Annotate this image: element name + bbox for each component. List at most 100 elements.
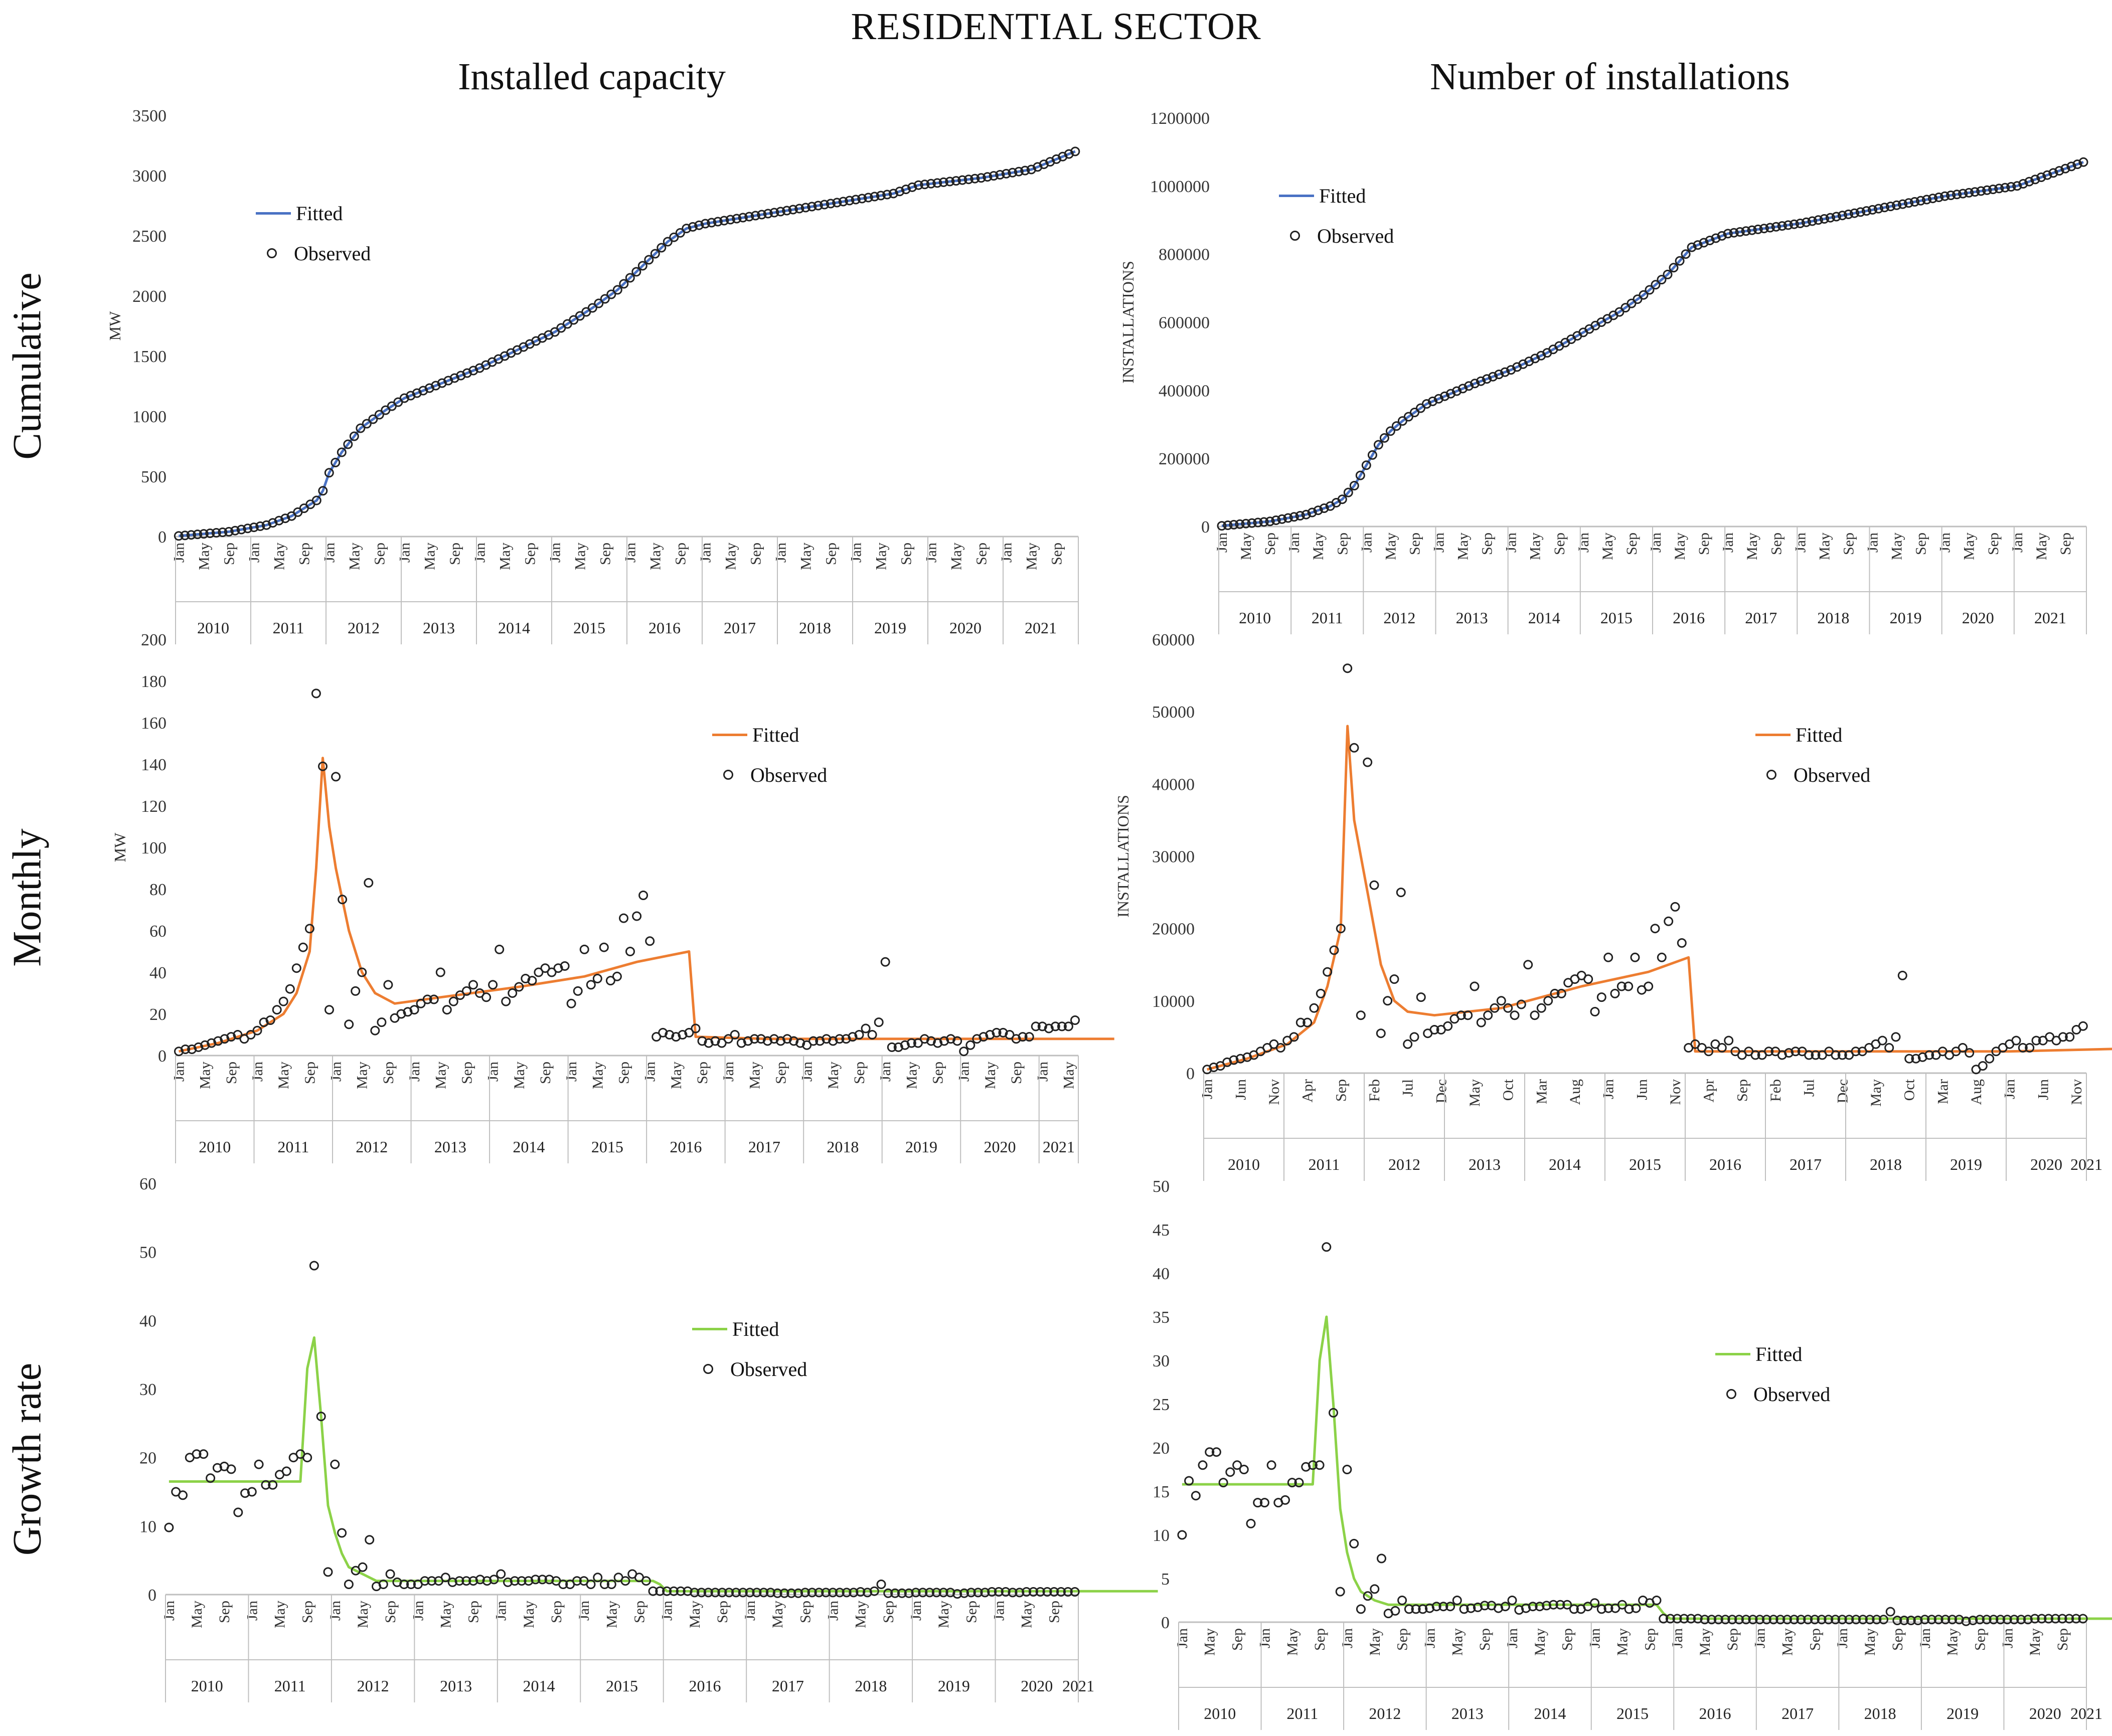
- observed-point: [510, 1576, 520, 1586]
- observed-point: [945, 177, 955, 187]
- x-tick-label: May: [603, 1601, 620, 1628]
- observed-point: [1470, 379, 1480, 389]
- observed-point: [883, 1588, 893, 1598]
- year-label: 2012: [1388, 1155, 1420, 1173]
- observed-point: [364, 878, 374, 888]
- observed-point: [1307, 507, 1317, 517]
- y-tick-label: 35: [1153, 1308, 1170, 1327]
- observed-point: [1458, 384, 1468, 394]
- observed-point: [481, 992, 492, 1002]
- observed-point: [517, 1576, 527, 1586]
- observed-point: [1603, 952, 1613, 962]
- observed-point: [1429, 1025, 1439, 1034]
- year-label: 2021: [2034, 609, 2066, 627]
- x-tick-label: Jan: [998, 543, 1015, 563]
- observed-point: [2065, 1032, 2075, 1042]
- observed-point: [178, 1490, 188, 1500]
- observed-point: [1825, 213, 1835, 223]
- observed-marker-swatch: [1726, 1389, 1736, 1399]
- observed-point: [980, 1588, 990, 1598]
- observed-point: [233, 1507, 243, 1517]
- observed-point: [1548, 1600, 1558, 1610]
- observed-point: [566, 998, 576, 1008]
- x-tick-label: Sep: [1551, 533, 1568, 555]
- observed-point: [2031, 1035, 2041, 1046]
- observed-point: [1466, 1603, 1476, 1613]
- observed-point: [1810, 1615, 1820, 1625]
- observed-point: [304, 924, 314, 934]
- observed-point: [793, 1588, 803, 1598]
- year-label: 2018: [1870, 1155, 1902, 1173]
- x-tick-label: May: [1862, 1628, 1878, 1656]
- observed-point: [1940, 1615, 1951, 1625]
- observed-point: [1308, 1460, 1318, 1470]
- x-tick-label: May: [272, 1601, 288, 1628]
- observed-point: [1070, 1015, 1080, 1025]
- observed-point: [239, 1034, 249, 1044]
- observed-point: [396, 1009, 406, 1019]
- observed-point: [560, 961, 570, 971]
- x-tick-label: May: [432, 1062, 449, 1089]
- observed-point: [1789, 1615, 1799, 1625]
- observed-point: [544, 1575, 554, 1585]
- year-label: 2016: [1673, 609, 1705, 627]
- observed-point: [731, 1588, 741, 1598]
- y-tick-label: 0: [158, 528, 167, 547]
- observed-point: [1184, 1476, 1194, 1486]
- x-tick-label: May: [825, 1062, 842, 1089]
- observed-point: [2044, 1614, 2054, 1624]
- observed-point: [2060, 163, 2070, 173]
- observed-point: [869, 1586, 879, 1596]
- observed-point: [901, 185, 911, 195]
- chart-installed-capacity-monthly: 0 20 40 60 80 100 120 140 160 180 200 MW Jan May Sep Ja…: [95, 624, 1114, 1166]
- observed-point: [657, 243, 667, 253]
- observed-point: [933, 1038, 943, 1048]
- observed-point: [1031, 1021, 1041, 1031]
- x-tick-label: Jan: [1865, 533, 1881, 553]
- observed-point: [1390, 1606, 1400, 1616]
- observed-point: [1543, 996, 1553, 1006]
- x-tick-label: May: [2027, 1628, 2043, 1656]
- x-tick-label: May: [572, 543, 588, 570]
- observed-point: [1411, 1604, 1421, 1614]
- x-tick-label: Sep: [747, 543, 764, 565]
- chart-installed-capacity-growth-rate: 0 10 20 30 40 50 60 Jan May Sep Jan May Sep Jan May Sep…: [95, 1168, 1158, 1725]
- observed-point: [1946, 191, 1956, 200]
- observed-point: [192, 1449, 202, 1459]
- observed-point: [1191, 1491, 1201, 1501]
- observed-point: [599, 942, 609, 952]
- x-tick-label: May: [275, 1062, 292, 1089]
- observed-point: [1988, 185, 1998, 195]
- x-tick-label: Sep: [2054, 1628, 2071, 1651]
- observed-point: [1050, 1021, 1060, 1031]
- observed-point: [1510, 1010, 1520, 1020]
- year-label: 2013: [434, 1138, 466, 1156]
- observed-point: [298, 942, 308, 952]
- x-tick-label: Sep: [382, 1601, 399, 1623]
- x-tick-label: Jun: [2035, 1079, 2051, 1100]
- y-tick-label: 20: [139, 1449, 156, 1468]
- observed-point: [1868, 205, 1877, 215]
- observed-point: [719, 216, 729, 226]
- fitted-line: [1182, 1315, 2112, 1620]
- observed-point: [1322, 1242, 1332, 1252]
- y-tick-label: 20: [149, 1005, 167, 1024]
- x-tick-label: May: [1697, 1628, 1713, 1656]
- observed-point: [1879, 1615, 1888, 1625]
- observed-point: [808, 1036, 819, 1046]
- year-label: 2016: [1699, 1704, 1731, 1722]
- y-tick-label: 30000: [1152, 848, 1195, 866]
- y-tick-label: 800000: [1159, 246, 1210, 264]
- y-tick-label: 30: [139, 1380, 156, 1399]
- observed-point: [1459, 1604, 1469, 1614]
- observed-point: [638, 891, 648, 900]
- observed-point: [1542, 1601, 1552, 1611]
- observed-point: [1480, 1601, 1490, 1611]
- observed-point: [1865, 1615, 1875, 1625]
- observed-point: [1872, 1615, 1882, 1625]
- observed-point: [1289, 1032, 1299, 1042]
- x-tick-label: May: [1382, 533, 1399, 560]
- observed-point: [1858, 1615, 1868, 1625]
- legend-fitted-label: Fitted: [1319, 184, 1366, 207]
- x-tick-label: Jan: [1286, 533, 1303, 553]
